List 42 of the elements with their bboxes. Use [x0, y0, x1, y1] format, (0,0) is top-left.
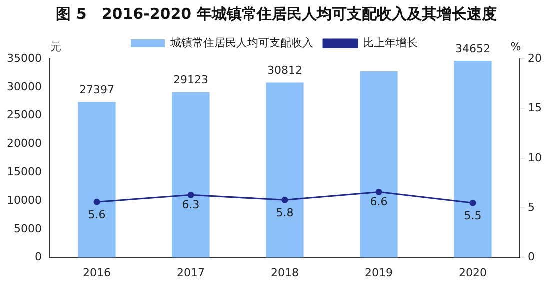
bar: [172, 92, 210, 258]
x-tick-label: 2016: [82, 266, 111, 280]
bar: [266, 82, 304, 258]
y-tick-label: 5000: [14, 222, 42, 236]
bar: [360, 71, 398, 258]
data-label: 27397: [79, 84, 114, 97]
point: [282, 196, 288, 204]
point: [188, 192, 194, 198]
y2-tick-label: 15: [528, 102, 542, 115]
data-label: 34652: [456, 42, 490, 56]
data-label: 5.6: [88, 208, 106, 222]
y2-tick-label: 5: [528, 200, 536, 214]
y-tick-label: 25000: [6, 108, 42, 122]
x-tick-label: 2018: [271, 266, 299, 280]
data-label: 6.6: [370, 196, 388, 209]
y2-tick-label: 10: [528, 151, 542, 164]
x-tick-label: 2020: [459, 266, 487, 280]
y2-tick-label: 20: [528, 52, 542, 65]
data-label: 30812: [268, 64, 302, 78]
legend-label: 城镇常住居民人均可支配收入: [170, 36, 314, 50]
data-label: 5.8: [276, 206, 294, 220]
data-label: 6.3: [182, 198, 200, 212]
x-tick-label: 2019: [365, 266, 393, 280]
y-tick-label: 15000: [6, 165, 42, 178]
point: [376, 188, 382, 196]
data-label: 5.5: [464, 209, 482, 222]
legend-label: 比上年增长: [363, 36, 418, 50]
y-tick-label: 35000: [6, 52, 42, 65]
y-tick-label: 0: [34, 250, 42, 264]
y-tick-label: 30000: [6, 80, 42, 94]
point: [470, 200, 476, 206]
bar: [454, 60, 492, 258]
x-tick-label: 2017: [176, 266, 205, 280]
y2-axis-title: %: [510, 40, 522, 54]
y-axis-title: 元: [50, 40, 62, 54]
chart-title: 图 5 2016-2020 年城镇常住居民人均可支配收入及其增长速度: [55, 4, 498, 25]
y-tick-label: 10000: [6, 194, 42, 207]
data-label: 29123: [173, 74, 208, 87]
point: [94, 198, 100, 206]
bar: [78, 102, 116, 258]
y-tick-label: 20000: [6, 137, 42, 150]
y2-tick-label: 0: [528, 250, 536, 264]
